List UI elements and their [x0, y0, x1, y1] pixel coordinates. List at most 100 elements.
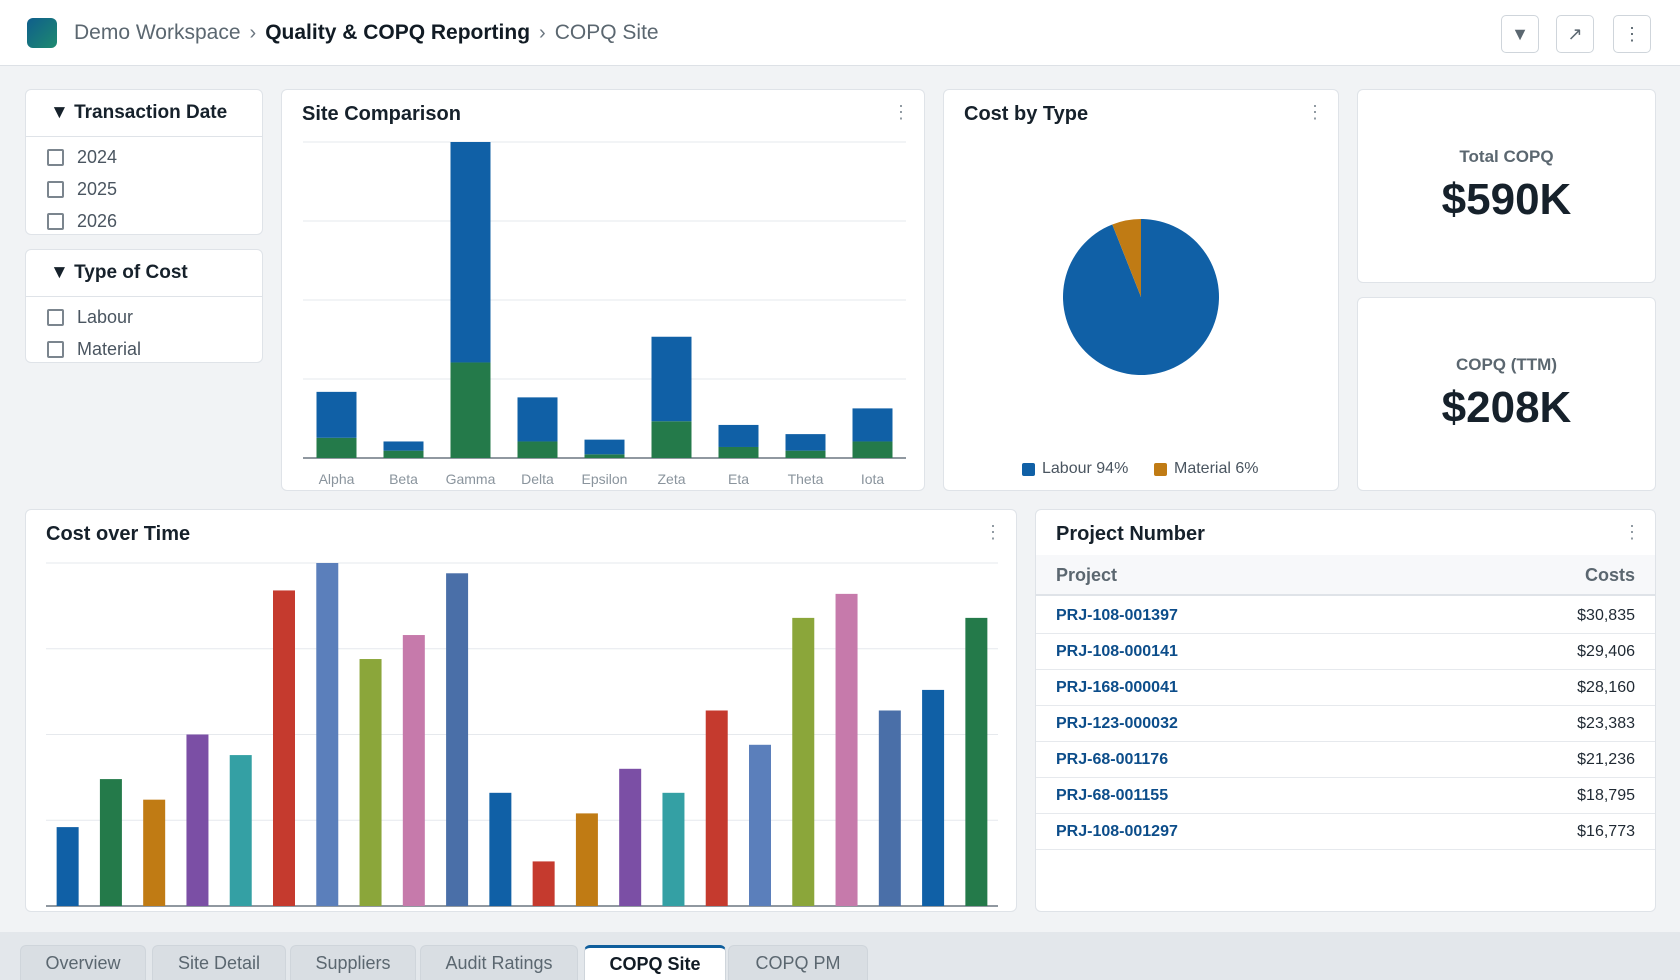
tab-copq-pm[interactable]: COPQ PM	[728, 945, 868, 980]
legend-label: Labour 94%	[1042, 460, 1129, 477]
project-link[interactable]: PRJ-108-001397	[1056, 607, 1178, 624]
more-icon[interactable]: ⋮	[1306, 102, 1324, 122]
filter-title: Type of Cost	[74, 262, 188, 283]
workspace-logo[interactable]	[27, 18, 57, 48]
filter-option-2025[interactable]: 2025	[26, 173, 262, 205]
project-cost: $28,160	[1577, 679, 1635, 696]
bar	[878, 710, 901, 906]
breadcrumb-separator: ›	[539, 22, 546, 44]
x-tick-label: Epsilon	[582, 471, 628, 487]
project-cost: $18,795	[1577, 787, 1635, 804]
project-cost: $23,383	[1577, 715, 1635, 732]
table-row[interactable]: PRJ-108-001297 $16,773	[1036, 814, 1655, 850]
filter-header[interactable]: ▼ Transaction Date	[26, 90, 262, 137]
card-title: Cost by Type	[964, 103, 1089, 125]
project-link[interactable]: PRJ-108-001297	[1056, 823, 1178, 840]
bar-segment	[584, 454, 625, 458]
column-header-project[interactable]: Project	[1056, 565, 1118, 585]
more-options-button[interactable]: ⋮	[1613, 15, 1651, 53]
bar-segment	[450, 362, 491, 458]
table-row[interactable]: PRJ-108-000141 $29,406	[1036, 634, 1655, 670]
top-header: Demo Workspace › Quality & COPQ Reporting ›…	[0, 0, 1680, 66]
filter-title: Transaction Date	[74, 102, 228, 123]
table-row[interactable]: PRJ-108-001397 $30,835	[1036, 598, 1655, 634]
x-tick-label: Iota	[861, 471, 885, 487]
bar-segment	[785, 450, 826, 458]
bar-segment	[852, 408, 893, 442]
table-row[interactable]: PRJ-68-001155 $18,795	[1036, 778, 1655, 814]
checkbox[interactable]	[47, 180, 64, 198]
project-cost: $21,236	[1577, 751, 1635, 768]
cost-over-time-chart	[46, 562, 998, 907]
cost-by-type-card: Cost by Type ⋮	[943, 89, 1339, 491]
kpi-value: $208K	[1441, 383, 1572, 432]
bar-segment	[651, 421, 692, 458]
breadcrumb-workspace[interactable]: Demo Workspace	[74, 21, 241, 44]
bar-segment	[651, 336, 692, 422]
bar	[273, 590, 295, 906]
project-link[interactable]: PRJ-68-001176	[1056, 751, 1169, 768]
breadcrumb-report[interactable]: Quality & COPQ Reporting	[265, 21, 531, 44]
bar	[99, 779, 122, 906]
checkbox[interactable]	[47, 212, 64, 230]
pie-legend-material[interactable]: Material 6%	[1154, 460, 1258, 478]
more-icon[interactable]: ⋮	[1623, 522, 1641, 542]
bar	[186, 734, 209, 906]
tab-site-detail[interactable]: Site Detail	[152, 945, 286, 980]
filter-button[interactable]: ▼	[1501, 15, 1539, 53]
filter-option-label: 2026	[77, 210, 118, 231]
project-cost: $16,773	[1577, 823, 1635, 840]
filter-option-2024[interactable]: 2024	[26, 141, 262, 173]
x-tick-label: Theta	[788, 471, 824, 487]
project-link[interactable]: PRJ-168-000041	[1056, 679, 1178, 696]
bar-segment	[785, 434, 826, 451]
bar	[229, 755, 252, 906]
filter-header[interactable]: ▼ Type of Cost	[26, 250, 262, 297]
filter-option-material[interactable]: Material	[26, 333, 262, 365]
bar-segment	[450, 142, 491, 363]
share-button[interactable]: ↗	[1556, 15, 1594, 53]
legend-swatch	[1022, 462, 1035, 476]
checkbox[interactable]	[47, 148, 64, 166]
more-icon[interactable]: ⋮	[984, 522, 1002, 542]
filter-option-labour[interactable]: Labour	[26, 301, 262, 333]
x-tick-label: Beta	[389, 471, 418, 487]
bar-segment	[517, 397, 558, 442]
bar	[532, 861, 555, 906]
checkbox[interactable]	[47, 340, 64, 358]
table-row[interactable]: PRJ-168-000041 $28,160	[1036, 670, 1655, 706]
bar	[575, 813, 598, 906]
tab-copq-site[interactable]: COPQ Site	[584, 945, 726, 980]
bar	[56, 827, 79, 906]
bar	[965, 617, 988, 906]
more-icon[interactable]: ⋮	[892, 102, 910, 122]
filter-transaction-date: ▼ Transaction Date 2024 2025 2026	[25, 89, 263, 235]
filter-option-label: Labour	[77, 306, 134, 327]
kpi-label: Total COPQ	[1459, 147, 1554, 166]
more-icon: ⋮	[1623, 23, 1641, 44]
site-comparison-card: Site Comparison ⋮ Alpha Beta Gamma Delta Eps…	[281, 89, 925, 491]
bar	[792, 617, 815, 906]
pie-legend-labour[interactable]: Labour 94%	[1022, 460, 1128, 478]
breadcrumb-separator: ›	[249, 22, 257, 44]
tab-suppliers[interactable]: Suppliers	[290, 945, 416, 980]
table-row[interactable]: PRJ-68-001176 $21,236	[1036, 742, 1655, 778]
x-tick-label: Alpha	[319, 471, 355, 487]
bar	[835, 593, 858, 906]
checkbox[interactable]	[47, 308, 64, 326]
project-link[interactable]: PRJ-108-000141	[1056, 643, 1178, 660]
column-header-costs[interactable]: Costs	[1584, 565, 1635, 585]
bar-segment	[316, 391, 357, 438]
project-link[interactable]: PRJ-68-001155	[1056, 787, 1169, 804]
bar-segment	[383, 450, 424, 458]
tab-audit-ratings[interactable]: Audit Ratings	[420, 945, 578, 980]
tab-overview[interactable]: Overview	[20, 945, 146, 980]
table-row[interactable]: PRJ-123-000032 $23,383	[1036, 706, 1655, 742]
cost-by-type-pie	[1063, 219, 1219, 375]
bar-segment	[718, 424, 759, 447]
bar	[143, 799, 166, 906]
project-link[interactable]: PRJ-123-000032	[1056, 715, 1178, 732]
filter-option-2026[interactable]: 2026	[26, 205, 262, 237]
bar	[316, 563, 339, 906]
bar	[489, 792, 512, 906]
